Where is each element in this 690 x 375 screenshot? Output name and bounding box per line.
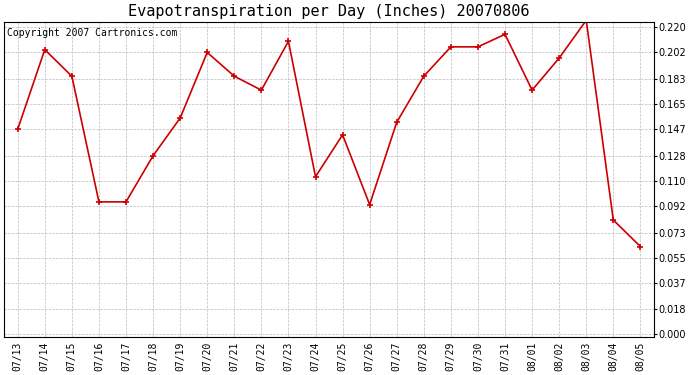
- Title: Evapotranspiration per Day (Inches) 20070806: Evapotranspiration per Day (Inches) 2007…: [128, 4, 530, 19]
- Text: Copyright 2007 Cartronics.com: Copyright 2007 Cartronics.com: [8, 28, 178, 38]
